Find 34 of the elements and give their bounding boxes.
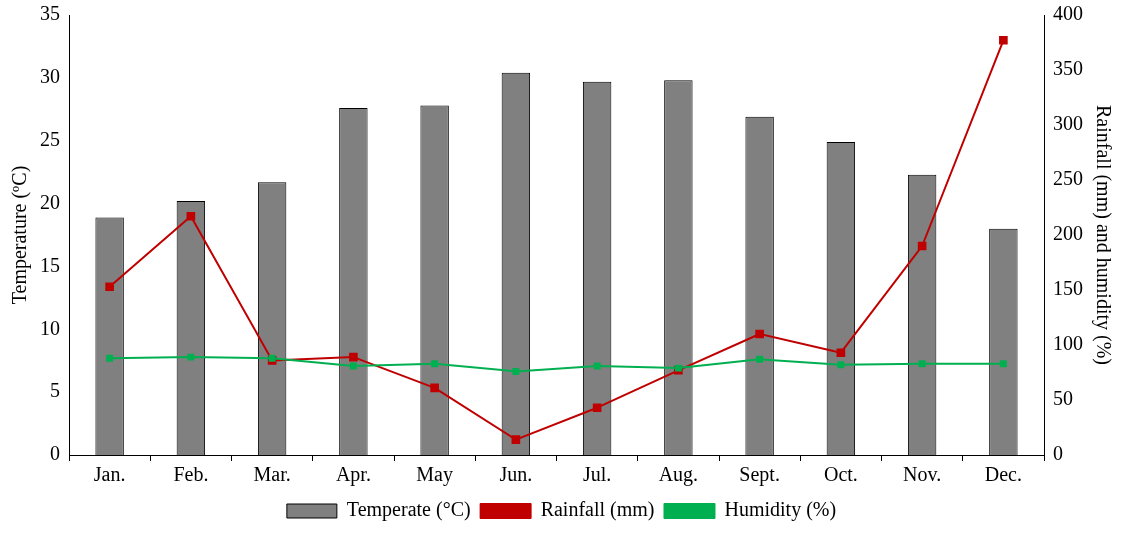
- y2-tick-label: 150: [1053, 277, 1083, 300]
- x-tick-label: Aug.: [658, 463, 699, 487]
- y2-tick-label: 0: [1053, 442, 1063, 465]
- y2-axis-title: Rainfall (mm) and humidity (%): [1091, 105, 1115, 365]
- y2-tick-label: 350: [1053, 57, 1083, 80]
- legend-label: Rainfall (mm): [540, 498, 655, 522]
- y-tick-label: 35: [40, 2, 60, 25]
- y2-tick-label: 250: [1053, 167, 1083, 190]
- x-tick-label: Oct.: [823, 463, 858, 486]
- x-tick-label: Jan.: [93, 463, 126, 486]
- x-tick-label: May: [416, 463, 453, 487]
- x-tick-label: Nov.: [903, 463, 942, 486]
- y-tick-label: 10: [40, 316, 60, 339]
- y2-tick-label: 400: [1053, 2, 1083, 25]
- legend-label: Temperate (°C): [346, 498, 471, 522]
- y-tick-label: 30: [40, 65, 60, 88]
- y-tick-label: 0: [50, 442, 60, 465]
- y2-tick-label: 50: [1053, 387, 1073, 410]
- legend-label: Humidity (%): [724, 498, 837, 522]
- x-tick-label: Jun.: [499, 463, 533, 486]
- y2-tick-label: 100: [1053, 332, 1083, 355]
- y-axis-title: Temperature (ºC): [8, 165, 32, 305]
- x-tick-label: Apr.: [335, 463, 371, 487]
- y-tick-label: 25: [40, 127, 60, 150]
- y-tick-label: 20: [40, 190, 60, 213]
- y2-tick-label: 300: [1053, 112, 1083, 135]
- x-tick-label: Jul.: [582, 463, 612, 486]
- x-tick-label: Dec.: [984, 463, 1022, 486]
- x-tick-label: Sept.: [739, 463, 780, 487]
- x-tick-label: Feb.: [173, 463, 209, 486]
- y-tick-label: 15: [40, 253, 60, 276]
- y2-tick-label: 200: [1053, 222, 1083, 245]
- y-tick-label: 5: [50, 379, 60, 402]
- x-tick-label: Mar.: [253, 463, 291, 486]
